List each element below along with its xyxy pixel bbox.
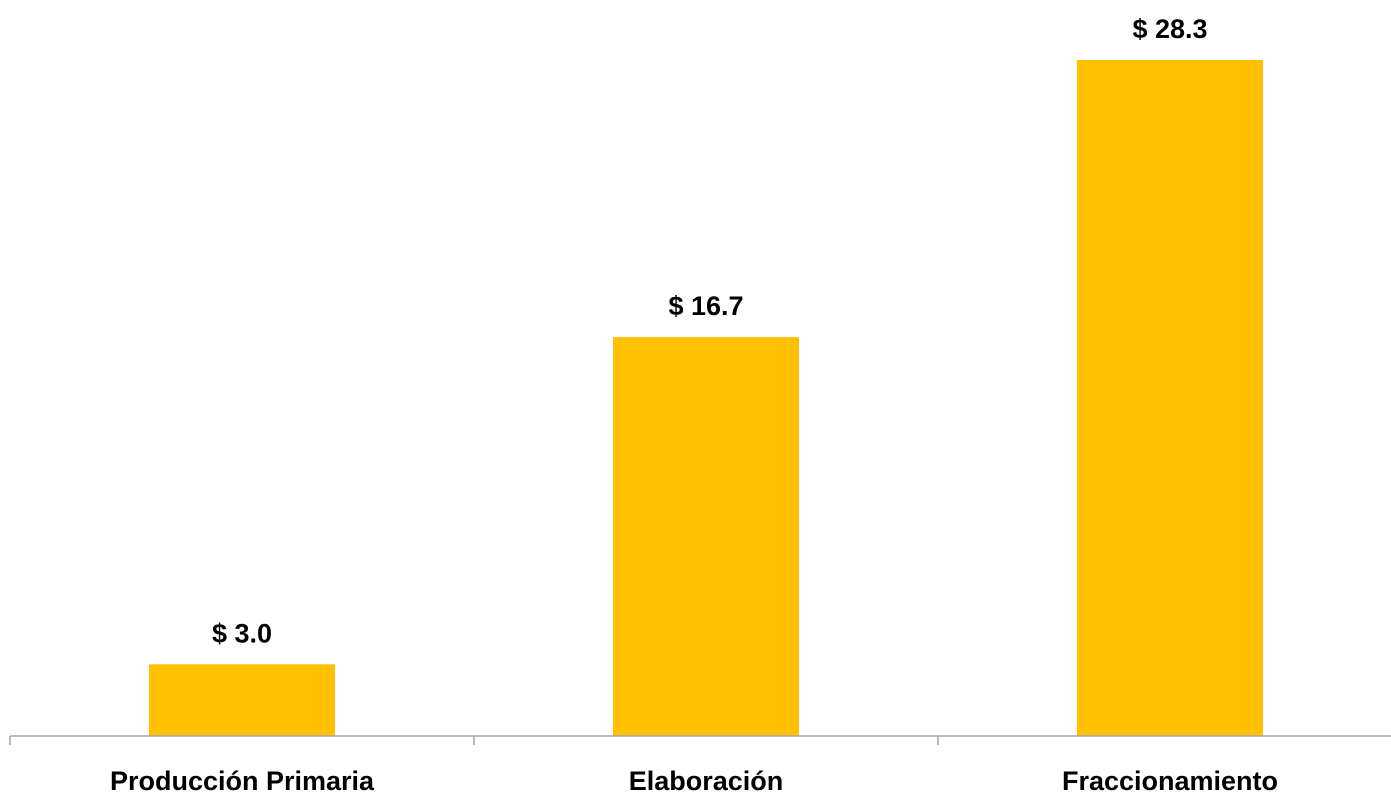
x-tick-label-3: Fraccionamiento [1062, 766, 1278, 796]
x-tick-label-2: Elaboración [629, 766, 784, 796]
bar-1 [149, 664, 335, 736]
data-labels-group: $ 3.0 $ 16.7 $ 28.3 [212, 14, 1208, 648]
x-tick-label-1: Producción Primaria [110, 766, 375, 796]
bar-3 [1077, 60, 1263, 736]
bars-group [149, 60, 1263, 736]
x-axis-ticks [9, 736, 939, 745]
data-label-1: $ 3.0 [212, 618, 272, 648]
category-labels-group: Producción Primaria Elaboración Fraccionam… [110, 766, 1278, 796]
data-label-2: $ 16.7 [668, 291, 743, 321]
bar-2 [613, 337, 799, 736]
data-label-3: $ 28.3 [1132, 14, 1207, 44]
